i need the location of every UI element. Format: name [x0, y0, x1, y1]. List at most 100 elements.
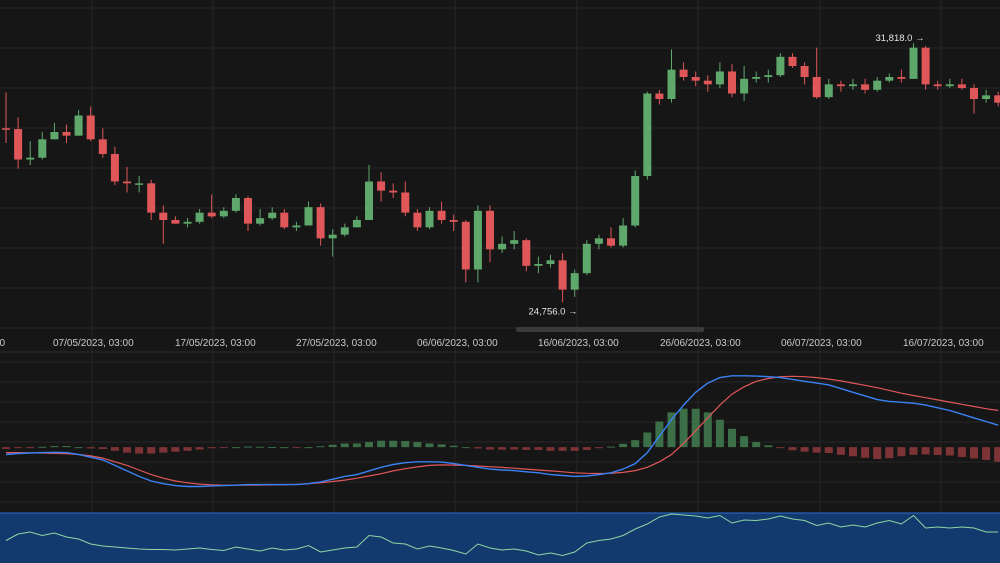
- histogram-bar: [2, 447, 10, 449]
- candle-down: [280, 212, 289, 228]
- candle-down: [800, 66, 809, 77]
- candle-up: [183, 221, 192, 224]
- oscillator-line: [5, 513, 999, 557]
- time-scrollbar[interactable]: [516, 327, 704, 332]
- candle-up: [473, 210, 482, 270]
- candle-down: [244, 198, 252, 224]
- chart-grid: [0, 0, 1000, 513]
- histogram-bar: [365, 442, 373, 448]
- histogram-bar: [219, 447, 228, 449]
- candle-up: [195, 212, 204, 222]
- histogram-bar: [885, 447, 894, 459]
- x-tick-label: 16/07/2023, 03:00: [903, 338, 984, 349]
- histogram-bar: [957, 447, 966, 458]
- candle-up: [340, 227, 349, 235]
- candle-up: [873, 80, 882, 90]
- histogram-bar: [244, 446, 252, 448]
- candle-down: [655, 93, 664, 99]
- histogram-bar: [377, 440, 386, 448]
- x-tick-label: 16/06/2023, 03:00: [538, 338, 619, 349]
- oscillator-pane[interactable]: [0, 512, 1000, 563]
- candle-up: [268, 212, 277, 219]
- candle-down: [728, 71, 736, 94]
- candle-up: [752, 77, 761, 79]
- histogram-bar: [183, 447, 192, 451]
- histogram-bar: [728, 428, 736, 448]
- histogram-bar: [340, 443, 349, 448]
- candle-up: [594, 238, 603, 244]
- candle-down: [437, 210, 446, 220]
- candle-down: [812, 77, 821, 98]
- x-tick-label: 00: [0, 338, 6, 349]
- histogram-bar: [352, 443, 361, 448]
- histogram-bar: [110, 447, 119, 451]
- histogram-bar: [98, 447, 107, 449]
- histogram-bar: [280, 447, 289, 449]
- candle-down: [897, 77, 906, 79]
- candle-down: [316, 207, 325, 239]
- candle-down: [14, 129, 23, 160]
- histogram-bar: [909, 447, 918, 455]
- x-tick-label: 06/06/2023, 03:00: [417, 338, 498, 349]
- histogram-bar: [195, 447, 204, 450]
- candle-up: [764, 75, 773, 77]
- histogram-bar: [570, 447, 579, 451]
- histogram-bar: [74, 447, 83, 449]
- histogram-bar: [14, 447, 23, 449]
- histogram-bar: [546, 447, 555, 451]
- candle-up: [982, 95, 991, 99]
- histogram-bar: [982, 447, 991, 460]
- candle-up: [643, 93, 652, 176]
- candle-up: [776, 56, 785, 76]
- histogram-bar: [631, 440, 640, 448]
- candle-up: [74, 115, 83, 136]
- price-pane[interactable]: 31,818.0 → 24,756.0 →: [2, 33, 1000, 332]
- candle-up: [909, 47, 918, 79]
- candle-up: [256, 218, 265, 224]
- candle-up: [546, 260, 555, 264]
- macd-pane[interactable]: [2, 375, 1000, 488]
- candle-down: [401, 192, 410, 213]
- histogram-bar: [135, 447, 144, 454]
- macd-histogram: [2, 408, 1000, 462]
- histogram-bar: [679, 408, 688, 448]
- candle-up: [534, 264, 543, 266]
- histogram-bar: [643, 432, 652, 448]
- candle-down: [98, 139, 107, 154]
- candle-down: [486, 210, 494, 250]
- histogram-bar: [316, 446, 325, 448]
- histogram-bar: [594, 447, 603, 449]
- candle-down: [123, 181, 131, 184]
- candle-down: [171, 220, 180, 224]
- candle-down: [86, 115, 95, 140]
- candle-down: [2, 128, 10, 130]
- histogram-bar: [703, 412, 712, 448]
- x-tick-label: 27/05/2023, 03:00: [296, 338, 377, 349]
- candle-down: [62, 132, 71, 136]
- high-price-label: 31,818.0 →: [875, 33, 924, 44]
- candle-up: [231, 198, 240, 211]
- histogram-bar: [437, 444, 446, 448]
- candle-down: [970, 88, 978, 99]
- macd-signal-line: [6, 375, 999, 486]
- histogram-bar: [921, 447, 930, 455]
- candle-up: [582, 243, 591, 274]
- candle-up: [824, 84, 833, 98]
- candle-down: [522, 240, 531, 266]
- high-annotation: 31,818.0 →: [875, 33, 924, 44]
- histogram-bar: [582, 447, 591, 450]
- histogram-bar: [256, 446, 265, 448]
- candle-up: [328, 234, 337, 239]
- candle-down: [449, 220, 458, 222]
- x-tick-label: 26/06/2023, 03:00: [660, 338, 741, 349]
- histogram-bar: [207, 447, 216, 449]
- candlestick-series: [2, 43, 1000, 303]
- histogram-bar: [486, 447, 494, 450]
- histogram-bar: [800, 447, 809, 452]
- low-annotation: 24,756.0 →: [528, 306, 577, 317]
- candle-up: [945, 84, 954, 87]
- candle-up: [135, 183, 144, 185]
- candle-up: [50, 132, 59, 140]
- histogram-bar: [62, 446, 71, 448]
